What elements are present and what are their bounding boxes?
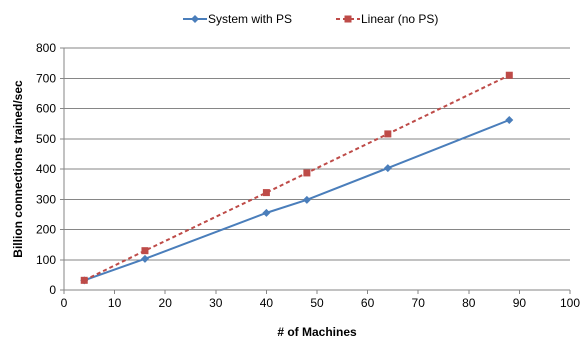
- data-point-1-5: [505, 71, 513, 79]
- y-tick-label-300: 300: [36, 192, 56, 206]
- series-group: [80, 71, 514, 285]
- y-tick-label-700: 700: [36, 71, 56, 85]
- x-tick-label-90: 90: [513, 296, 527, 310]
- y-axis-title: Billion connections trained/sec: [11, 80, 25, 258]
- series-1: [80, 71, 513, 284]
- x-tick-label-30: 30: [209, 296, 223, 310]
- y-tick-label-800: 800: [36, 41, 56, 55]
- y-tick-label-200: 200: [36, 223, 56, 237]
- legend-label-1: Linear (no PS): [361, 12, 438, 26]
- data-point-1-4: [384, 130, 392, 138]
- x-tick-label-60: 60: [361, 296, 375, 310]
- data-point-0-5: [505, 115, 514, 124]
- data-point-0-4: [383, 164, 392, 173]
- x-tick-label-40: 40: [260, 296, 274, 310]
- series-line-0: [83, 119, 510, 282]
- data-point-1-1: [141, 247, 149, 255]
- x-axis-tick-labels: 0 10 20 30 40 50 60 70 80 90 100: [61, 296, 581, 310]
- x-tick-label-10: 10: [108, 296, 122, 310]
- y-tick-label-100: 100: [36, 253, 56, 267]
- y-tick-label-400: 400: [36, 162, 56, 176]
- data-point-1-2: [262, 189, 270, 197]
- x-tick-label-70: 70: [412, 296, 426, 310]
- y-tick-label-600: 600: [36, 102, 56, 116]
- y-tick-label-500: 500: [36, 132, 56, 146]
- data-point-1-0: [80, 276, 88, 284]
- data-point-0-1: [140, 254, 149, 263]
- axes: [60, 47, 571, 294]
- x-tick-label-80: 80: [462, 296, 476, 310]
- legend-marker-1: [344, 15, 352, 23]
- x-axis-title: # of Machines: [277, 325, 357, 339]
- legend-label-0: System with PS: [208, 12, 292, 26]
- series-line-1: [83, 74, 510, 282]
- x-tick-label-20: 20: [159, 296, 173, 310]
- y-tick-label-0: 0: [49, 283, 56, 297]
- gridlines: [64, 47, 570, 261]
- series-0: [80, 115, 514, 285]
- data-point-0-3: [302, 195, 311, 204]
- legend: System with PS Linear (no PS): [183, 12, 438, 26]
- x-tick-label-50: 50: [310, 296, 324, 310]
- x-tick-label-100: 100: [560, 296, 580, 310]
- x-tick-label-0: 0: [61, 296, 68, 310]
- legend-marker-0: [191, 15, 199, 23]
- y-axis-tick-labels: 0 100 200 300 400 500 600 700 800: [36, 41, 56, 297]
- data-point-0-2: [262, 208, 271, 217]
- data-point-1-3: [303, 169, 311, 177]
